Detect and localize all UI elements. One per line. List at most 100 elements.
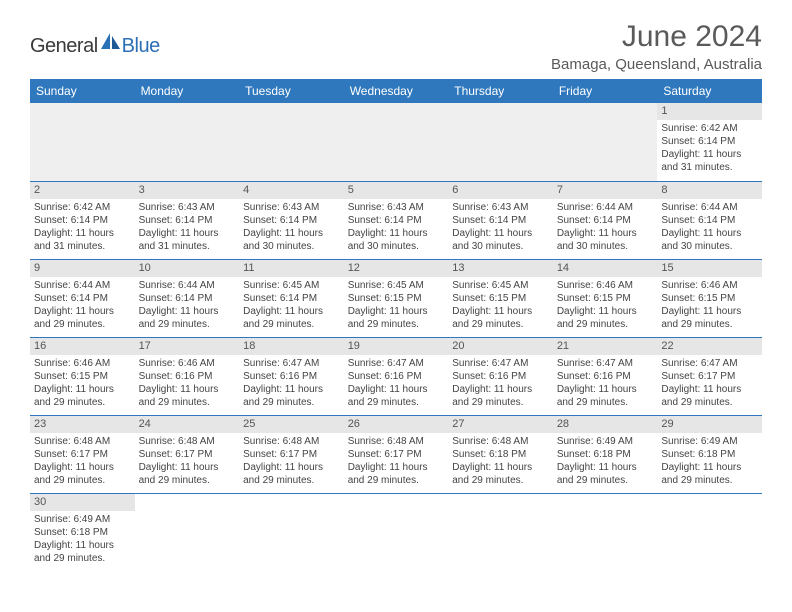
- sunset-line: Sunset: 6:14 PM: [139, 214, 236, 227]
- daylight-line: Daylight: 11 hours and 29 minutes.: [34, 461, 131, 487]
- day-details: Sunrise: 6:43 AMSunset: 6:14 PMDaylight:…: [344, 199, 449, 255]
- day-number: 29: [657, 416, 762, 433]
- day-number: 1: [657, 103, 762, 120]
- day-number: 15: [657, 260, 762, 277]
- calendar-cell: [239, 493, 344, 571]
- day-number: 27: [448, 416, 553, 433]
- daylight-line: Daylight: 11 hours and 29 minutes.: [243, 383, 340, 409]
- day-header-row: Sunday Monday Tuesday Wednesday Thursday…: [30, 79, 762, 103]
- calendar-cell: 6Sunrise: 6:43 AMSunset: 6:14 PMDaylight…: [448, 181, 553, 259]
- daylight-line: Daylight: 11 hours and 29 minutes.: [243, 305, 340, 331]
- day-number: 2: [30, 182, 135, 199]
- calendar-cell: 22Sunrise: 6:47 AMSunset: 6:17 PMDayligh…: [657, 337, 762, 415]
- day-number: 18: [239, 338, 344, 355]
- calendar-cell: 19Sunrise: 6:47 AMSunset: 6:16 PMDayligh…: [344, 337, 449, 415]
- month-title: June 2024: [551, 20, 762, 54]
- page-header: General Blue June 2024 Bamaga, Queenslan…: [30, 20, 762, 73]
- daylight-line: Daylight: 11 hours and 31 minutes.: [139, 227, 236, 253]
- sunset-line: Sunset: 6:14 PM: [348, 214, 445, 227]
- sunset-line: Sunset: 6:14 PM: [139, 292, 236, 305]
- sunset-line: Sunset: 6:15 PM: [348, 292, 445, 305]
- sunset-line: Sunset: 6:16 PM: [139, 370, 236, 383]
- day-details: Sunrise: 6:48 AMSunset: 6:17 PMDaylight:…: [239, 433, 344, 489]
- daylight-line: Daylight: 11 hours and 29 minutes.: [34, 383, 131, 409]
- logo: General Blue: [30, 32, 160, 61]
- calendar-cell: 1Sunrise: 6:42 AMSunset: 6:14 PMDaylight…: [657, 103, 762, 181]
- sunset-line: Sunset: 6:16 PM: [348, 370, 445, 383]
- day-number: 19: [344, 338, 449, 355]
- calendar-cell: 18Sunrise: 6:47 AMSunset: 6:16 PMDayligh…: [239, 337, 344, 415]
- dayhead-thursday: Thursday: [448, 79, 553, 103]
- calendar-cell: 29Sunrise: 6:49 AMSunset: 6:18 PMDayligh…: [657, 415, 762, 493]
- day-number: 11: [239, 260, 344, 277]
- calendar-cell: [344, 103, 449, 181]
- sunset-line: Sunset: 6:15 PM: [557, 292, 654, 305]
- sunrise-line: Sunrise: 6:44 AM: [34, 279, 131, 292]
- sunset-line: Sunset: 6:18 PM: [452, 448, 549, 461]
- sunrise-line: Sunrise: 6:42 AM: [661, 122, 758, 135]
- day-details: Sunrise: 6:44 AMSunset: 6:14 PMDaylight:…: [657, 199, 762, 255]
- day-details: Sunrise: 6:46 AMSunset: 6:16 PMDaylight:…: [135, 355, 240, 411]
- calendar-cell: [239, 103, 344, 181]
- calendar-cell: [344, 493, 449, 571]
- daylight-line: Daylight: 11 hours and 29 minutes.: [557, 305, 654, 331]
- sunrise-line: Sunrise: 6:43 AM: [243, 201, 340, 214]
- sunrise-line: Sunrise: 6:43 AM: [348, 201, 445, 214]
- sunrise-line: Sunrise: 6:42 AM: [34, 201, 131, 214]
- sunrise-line: Sunrise: 6:48 AM: [348, 435, 445, 448]
- day-details: Sunrise: 6:49 AMSunset: 6:18 PMDaylight:…: [553, 433, 658, 489]
- calendar-cell: [448, 103, 553, 181]
- sunrise-line: Sunrise: 6:49 AM: [557, 435, 654, 448]
- day-details: Sunrise: 6:48 AMSunset: 6:18 PMDaylight:…: [448, 433, 553, 489]
- sunset-line: Sunset: 6:18 PM: [557, 448, 654, 461]
- day-number: 28: [553, 416, 658, 433]
- calendar-cell: 9Sunrise: 6:44 AMSunset: 6:14 PMDaylight…: [30, 259, 135, 337]
- sunrise-line: Sunrise: 6:47 AM: [452, 357, 549, 370]
- calendar-cell: 17Sunrise: 6:46 AMSunset: 6:16 PMDayligh…: [135, 337, 240, 415]
- day-details: Sunrise: 6:42 AMSunset: 6:14 PMDaylight:…: [30, 199, 135, 255]
- day-number: 21: [553, 338, 658, 355]
- sunset-line: Sunset: 6:18 PM: [34, 526, 131, 539]
- day-details: Sunrise: 6:49 AMSunset: 6:18 PMDaylight:…: [30, 511, 135, 567]
- day-details: Sunrise: 6:44 AMSunset: 6:14 PMDaylight:…: [135, 277, 240, 333]
- calendar-table: Sunday Monday Tuesday Wednesday Thursday…: [30, 79, 762, 571]
- sunrise-line: Sunrise: 6:47 AM: [348, 357, 445, 370]
- day-number: 6: [448, 182, 553, 199]
- calendar-cell: 16Sunrise: 6:46 AMSunset: 6:15 PMDayligh…: [30, 337, 135, 415]
- sunset-line: Sunset: 6:14 PM: [243, 214, 340, 227]
- day-number: 14: [553, 260, 658, 277]
- sunset-line: Sunset: 6:15 PM: [34, 370, 131, 383]
- day-details: Sunrise: 6:45 AMSunset: 6:15 PMDaylight:…: [448, 277, 553, 333]
- day-number: 25: [239, 416, 344, 433]
- daylight-line: Daylight: 11 hours and 31 minutes.: [661, 148, 758, 174]
- sunset-line: Sunset: 6:16 PM: [452, 370, 549, 383]
- day-number: 16: [30, 338, 135, 355]
- calendar-cell: 28Sunrise: 6:49 AMSunset: 6:18 PMDayligh…: [553, 415, 658, 493]
- calendar-week-row: 30Sunrise: 6:49 AMSunset: 6:18 PMDayligh…: [30, 493, 762, 571]
- day-details: Sunrise: 6:48 AMSunset: 6:17 PMDaylight:…: [344, 433, 449, 489]
- sunset-line: Sunset: 6:16 PM: [243, 370, 340, 383]
- sunrise-line: Sunrise: 6:49 AM: [661, 435, 758, 448]
- calendar-cell: 26Sunrise: 6:48 AMSunset: 6:17 PMDayligh…: [344, 415, 449, 493]
- daylight-line: Daylight: 11 hours and 29 minutes.: [661, 383, 758, 409]
- calendar-cell: [135, 103, 240, 181]
- daylight-line: Daylight: 11 hours and 29 minutes.: [557, 461, 654, 487]
- day-number: 9: [30, 260, 135, 277]
- sunset-line: Sunset: 6:14 PM: [34, 292, 131, 305]
- sunset-line: Sunset: 6:14 PM: [557, 214, 654, 227]
- day-details: Sunrise: 6:46 AMSunset: 6:15 PMDaylight:…: [657, 277, 762, 333]
- daylight-line: Daylight: 11 hours and 29 minutes.: [661, 461, 758, 487]
- dayhead-tuesday: Tuesday: [239, 79, 344, 103]
- sunrise-line: Sunrise: 6:48 AM: [34, 435, 131, 448]
- day-number: 12: [344, 260, 449, 277]
- sunset-line: Sunset: 6:17 PM: [661, 370, 758, 383]
- calendar-cell: 23Sunrise: 6:48 AMSunset: 6:17 PMDayligh…: [30, 415, 135, 493]
- calendar-cell: [135, 493, 240, 571]
- calendar-week-row: 23Sunrise: 6:48 AMSunset: 6:17 PMDayligh…: [30, 415, 762, 493]
- sunrise-line: Sunrise: 6:45 AM: [243, 279, 340, 292]
- daylight-line: Daylight: 11 hours and 30 minutes.: [243, 227, 340, 253]
- calendar-cell: 12Sunrise: 6:45 AMSunset: 6:15 PMDayligh…: [344, 259, 449, 337]
- dayhead-monday: Monday: [135, 79, 240, 103]
- calendar-week-row: 9Sunrise: 6:44 AMSunset: 6:14 PMDaylight…: [30, 259, 762, 337]
- sunset-line: Sunset: 6:14 PM: [452, 214, 549, 227]
